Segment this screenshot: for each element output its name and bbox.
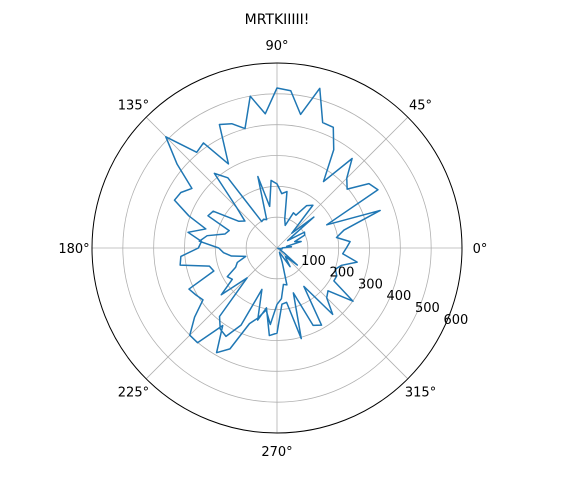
chart-title: MRTKIIIII!: [245, 12, 310, 28]
r-tick-label: 200: [330, 266, 355, 281]
r-tick-label: 100: [301, 254, 326, 269]
theta-tick-label: 45°: [409, 98, 432, 113]
r-gridline: [214, 185, 340, 311]
series-line: [165, 87, 381, 354]
series-group: [165, 87, 381, 354]
r-tick-label: 400: [387, 289, 412, 304]
r-tick-label: 600: [444, 313, 469, 328]
theta-tick-label: 270°: [261, 445, 292, 460]
polar-frame: [91, 62, 463, 434]
theta-tick-label: 0°: [473, 242, 488, 257]
r-gridline: [184, 155, 370, 341]
r-tick-label: 300: [358, 277, 383, 292]
r-gridline: [245, 216, 309, 280]
polar-grid: [92, 63, 462, 433]
theta-tick-label: 225°: [118, 386, 149, 401]
theta-tick-label: 180°: [58, 242, 89, 257]
theta-tick-label: 315°: [405, 386, 436, 401]
theta-tick-label: 135°: [118, 98, 149, 113]
r-tick-label: 500: [415, 301, 440, 316]
r-gridline: [122, 93, 432, 403]
theta-tick-label: 90°: [265, 39, 288, 54]
r-gridline: [153, 124, 401, 372]
